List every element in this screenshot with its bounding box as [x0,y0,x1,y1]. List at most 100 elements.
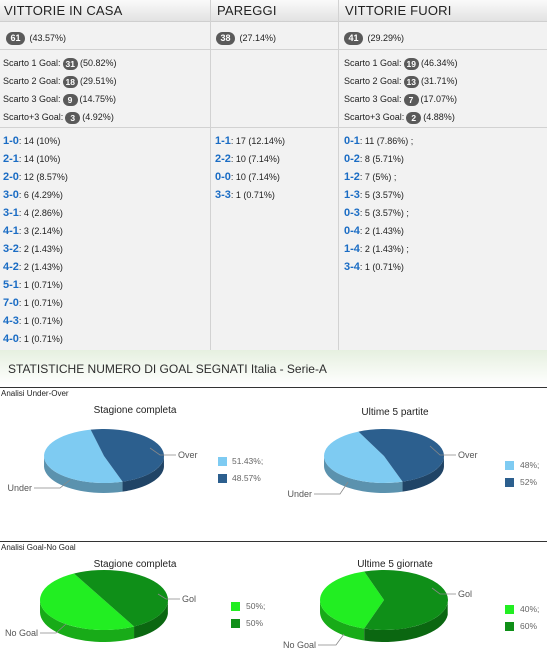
score-label: 3-2 [3,243,19,255]
score-label: 0-3 [344,207,360,219]
panel-title: Analisi Goal-No Goal [1,543,76,552]
count-badge: 3 [65,111,81,124]
score-label: 7-0 [3,297,19,309]
score-row: 7-0: 1 (0.71%) [3,296,63,310]
score-row: 0-4: 2 (1.43%) [344,224,404,238]
results-table: VITTORIE IN CASA PAREGGI VITTORIE FUORI … [0,0,547,350]
pie-slice-side-gol [134,601,168,639]
legend-value-under: 48%; [520,460,540,470]
percentage: (4.88%) [423,112,455,122]
percentage: (29.51%) [80,76,117,86]
score-label: 1-4 [344,243,360,255]
score-label: 4-0 [3,333,19,345]
score-row: 1-2: 7 (5%) ; [344,170,396,184]
score-row: 4-2: 2 (1.43%) [3,260,63,274]
slice-label: No Goal [283,640,316,650]
draws-total: 38 (27.14%) [216,31,276,46]
pie-slice-side-over [122,456,164,492]
score-row: 0-3: 5 (3.57%) ; [344,206,409,220]
pie-slice-side-no-goal [40,600,135,642]
score-row: 2-0: 12 (8.57%) [3,170,68,184]
percentage: (4.92%) [82,112,114,122]
away-wins-total: 41 (29.29%) [344,31,405,46]
score-label: 4-1 [3,225,19,237]
margin-label: Scarto 3 Goal: [3,94,61,104]
score-row: 3-3: 1 (0.71%) [215,188,275,202]
chart-title: Ultime 5 partite [361,407,429,418]
percentage: (29.29%) [367,33,405,43]
score-label: 0-1 [344,135,360,147]
score-row: 3-1: 4 (2.86%) [3,206,63,220]
leader-line [314,481,349,495]
score-count: : 1 (0.71%) [18,334,63,344]
percentage: (46.34%) [421,58,458,68]
slice-label: Under [7,483,32,493]
margin-row: Scarto 1 Goal: 19 (46.34%) [344,56,458,70]
score-label: 3-4 [344,261,360,273]
pie-slice-side-under [44,456,123,493]
score-row: 3-2: 2 (1.43%) [3,242,63,256]
score-count: : 1 (0.71%) [18,280,63,290]
score-count: : 14 (10%) [18,154,61,164]
pie-slice-side-no-goal [320,600,365,641]
slice-label: No Goal [5,628,38,638]
score-count: : 1 (0.71%) [18,298,63,308]
score-label: 1-1 [215,135,231,147]
count-badge: 19 [403,57,419,70]
score-label: 2-2 [215,153,231,165]
legend-value-over: 52% [520,477,538,487]
score-count: : 4 (2.86%) [18,208,63,218]
column-divider [338,0,339,350]
score-count: : 2 (1.43%) ; [359,244,409,254]
header-draws: PAREGGI [217,3,277,18]
panel-goal-nogoal: Analisi Goal-No Goal Stagione completa U… [0,541,547,661]
score-label: 4-2 [3,261,19,273]
score-label: 3-0 [3,189,19,201]
score-count: : 14 (10%) [18,136,61,146]
pie-slice-no-goal [40,573,135,630]
score-count: : 5 (3.57%) [359,190,404,200]
score-label: 3-3 [215,189,231,201]
legend-swatch-over [218,474,227,483]
header-away-wins: VITTORIE FUORI [345,3,452,18]
pie-slice-side-over [402,456,444,492]
margin-label: Scarto+3 Goal: [3,112,64,122]
margin-row: Scarto 3 Goal: 9 (14.75%) [3,92,116,106]
count-badge: 18 [62,75,78,88]
legend-swatch-gol [505,622,514,631]
score-row: 0-0: 10 (7.14%) [215,170,280,184]
legend-value-over: 48.57% [232,473,261,483]
section-title-text: STATISTICHE NUMERO DI GOAL SEGNATI [8,362,248,376]
score-count: : 12 (8.57%) [18,172,68,182]
home-wins-total: 61 (43.57%) [6,31,66,46]
section-subtitle: Italia - Serie-A [247,362,327,376]
percentage: (31.71%) [421,76,458,86]
count-badge: 41 [344,32,363,46]
margin-label: Scarto 1 Goal: [3,58,61,68]
leader-line [429,445,456,456]
score-row: 4-3: 1 (0.71%) [3,314,63,328]
score-count: : 17 (12.14%) [230,136,285,146]
section-banner: STATISTICHE NUMERO DI GOAL SEGNATI Itali… [0,350,547,386]
score-count: : 10 (7.14%) [230,154,280,164]
score-row: 2-1: 14 (10%) [3,152,60,166]
count-badge: 13 [403,75,419,88]
score-label: 2-1 [3,153,19,165]
margin-label: Scarto 3 Goal: [344,94,402,104]
margin-label: Scarto 2 Goal: [344,76,402,86]
legend-swatch-over [505,478,514,487]
row-divider [0,127,547,128]
percentage: (14.75%) [79,94,117,104]
score-count: : 6 (4.29%) [18,190,63,200]
score-label: 0-2 [344,153,360,165]
legend-swatch-nogoal [231,602,240,611]
leader-line [149,447,176,456]
count-badge: 7 [403,93,419,106]
slice-label: Over [178,450,198,460]
score-count: : 1 (0.71%) [359,262,404,272]
count-badge: 61 [6,32,25,46]
score-row: 4-0: 1 (0.71%) [3,332,63,346]
score-row: 1-3: 5 (3.57%) [344,188,404,202]
pie-slice-gol [364,570,448,630]
leader-line [34,479,71,489]
